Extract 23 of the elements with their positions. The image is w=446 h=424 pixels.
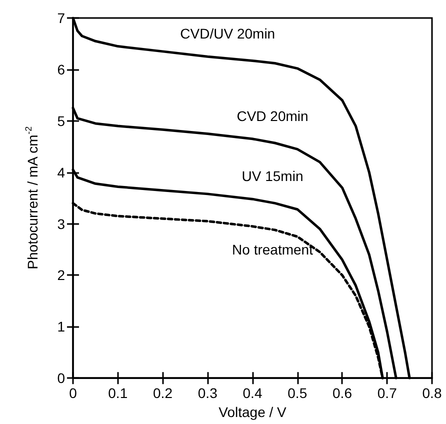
x-tick-label: 0.8 xyxy=(422,385,442,402)
x-tick-label: 0.6 xyxy=(332,385,352,402)
y-tick-label: 4 xyxy=(57,164,66,180)
y-tick-label: 5 xyxy=(57,112,66,129)
x-tick-label: 0.7 xyxy=(377,385,398,402)
x-tick-label: 0 xyxy=(69,385,78,402)
series-label: CVD/UV 20min xyxy=(180,26,276,42)
y-tick-label: 1 xyxy=(57,318,66,335)
y-tick-label: 0 xyxy=(57,370,66,386)
x-tick-label: 0.2 xyxy=(153,385,173,402)
y-tick-label: 6 xyxy=(57,61,66,78)
y-tick-label: 3 xyxy=(57,216,66,232)
y-tick-label: 2 xyxy=(57,267,66,284)
x-tick-label: 0.1 xyxy=(108,385,128,402)
series-label: CVD 20min xyxy=(236,108,308,124)
y-tick-label: 7 xyxy=(57,10,66,26)
series-label: No treatment xyxy=(232,241,314,258)
y-axis-title: Photocurrent / mA cm-2 xyxy=(24,126,40,270)
x-axis-title: Voltage / V xyxy=(218,404,288,420)
x-tick-label: 0.3 xyxy=(198,385,218,402)
x-tick-label: 0.5 xyxy=(288,385,308,402)
x-tick-label: 0.4 xyxy=(242,385,262,402)
series-label: UV 15min xyxy=(242,168,304,184)
